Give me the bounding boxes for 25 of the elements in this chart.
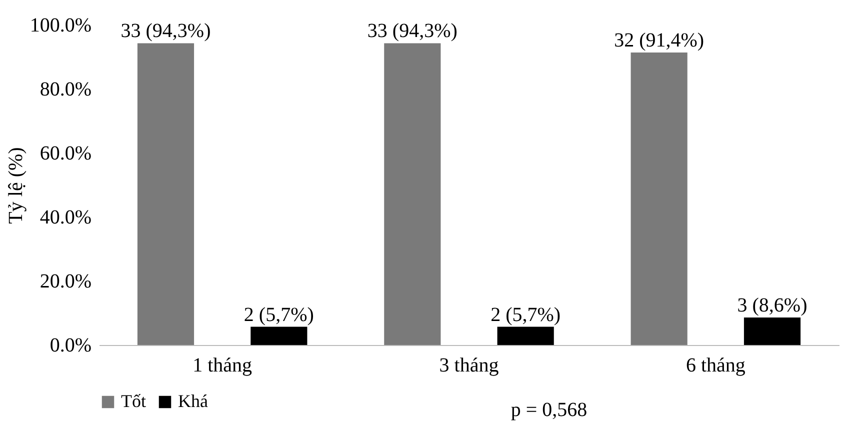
x-tick-label: 6 tháng bbox=[686, 354, 746, 376]
legend-label: Khá bbox=[178, 391, 208, 411]
data-label: 33 (94,3%) bbox=[367, 20, 458, 42]
y-tick-label: 0.0% bbox=[50, 334, 92, 356]
bar bbox=[250, 326, 308, 345]
text: p = 0,568 bbox=[510, 399, 588, 421]
bar bbox=[497, 326, 554, 345]
data-label: 2 (5,7%) bbox=[490, 304, 561, 326]
data-label: 32 (91,4%) bbox=[614, 30, 704, 52]
y-tick-label: 100.0% bbox=[30, 14, 92, 36]
bar bbox=[384, 43, 441, 345]
y-tick-label: 60.0% bbox=[40, 142, 92, 164]
data-label: 33 (94,3%) bbox=[120, 20, 211, 42]
bar bbox=[630, 52, 688, 345]
x-tick-label: 3 tháng bbox=[439, 354, 499, 376]
bar bbox=[744, 317, 801, 345]
y-axis-title: Tỷ lệ (%) bbox=[4, 147, 27, 224]
y-tick-label: 80.0% bbox=[40, 78, 92, 100]
y-tick-label: 40.0% bbox=[40, 206, 92, 228]
x-tick-label: 1 tháng bbox=[192, 354, 252, 376]
legend-label: Tốt bbox=[121, 391, 146, 411]
bar bbox=[137, 43, 194, 345]
data-label: 2 (5,7%) bbox=[244, 304, 314, 326]
data-label: 3 (8,6%) bbox=[737, 294, 808, 316]
y-tick-label: 20.0% bbox=[40, 270, 92, 292]
